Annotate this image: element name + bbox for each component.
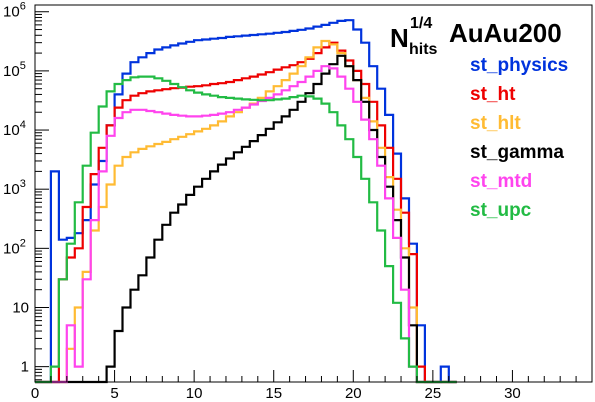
y-tick-label: 10 [12,299,29,316]
y-tick-label: 1 [21,359,29,376]
legend-entry-st-ht: st_ht [470,84,516,105]
series-layer [35,19,457,384]
legend-entry-st-upc: st_upc [470,200,532,221]
x-axis-tick-labels: 0 5 10 15 20 25 30 [31,385,521,402]
legend-entry-st-physics: st_physics [470,55,568,76]
title-suffix: AuAu200 [449,18,562,48]
series-st-upc [35,75,457,384]
x-tick-label: 15 [265,385,282,402]
chart-title: N 1/4 hits AuAu200 [390,15,562,58]
x-tick-label: 20 [345,385,362,402]
plot-frame [34,4,593,383]
x-tick-label: 10 [186,385,203,402]
title-subscript: hits [409,41,438,58]
series-st-mtd [35,65,457,384]
legend-entry-st-hlt: st_hlt [470,113,521,134]
title-main: N [390,23,409,53]
legend-entry-st-mtd: st_mtd [470,171,532,192]
series-st-ht [35,41,457,384]
x-tick-label: 0 [31,385,39,402]
legend: st_physics st_ht st_hlt st_gamma st_mtd st_up… [470,55,568,221]
legend-entry-st-gamma: st_gamma [470,142,564,163]
title-superscript: 1/4 [410,15,432,32]
x-tick-label: 30 [504,385,521,402]
y-axis-ticks [35,11,49,381]
x-tick-label: 25 [425,385,442,402]
x-tick-label: 5 [110,385,118,402]
